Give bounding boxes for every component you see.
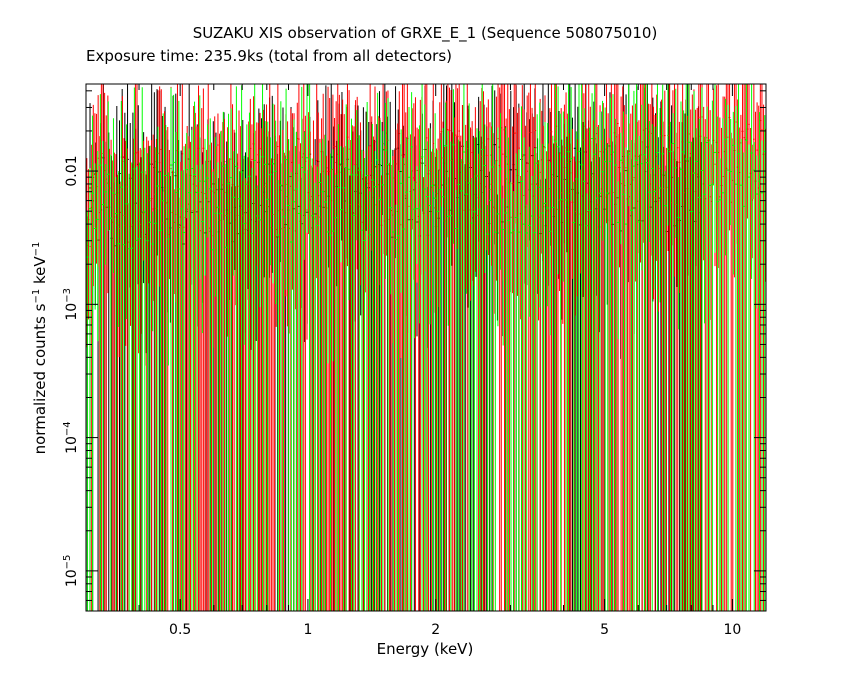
x-tick-label: 1 xyxy=(303,622,312,638)
y-axis-title-mid: keV xyxy=(31,256,49,289)
tick-marks xyxy=(85,84,766,611)
y-tick-label: 0.01 xyxy=(64,155,80,186)
y-tick-labels: 10−5 10−4 10−3 0.01 xyxy=(62,155,80,587)
y-axis-title-exp1: −1 xyxy=(31,289,42,304)
y-axis-title-exp2: −1 xyxy=(31,242,42,257)
chart-subtitle: Exposure time: 235.9ks (total from all d… xyxy=(86,47,452,65)
x-axis-title: Energy (keV) xyxy=(377,640,474,658)
data-series-layer xyxy=(86,84,766,611)
y-tick-label: 10−4 xyxy=(62,421,80,454)
series-2 xyxy=(86,84,766,611)
y-tick-label: 10−5 xyxy=(62,555,80,588)
x-tick-label: 10 xyxy=(723,622,741,638)
chart-title: SUZAKU XIS observation of GRXE_E_1 (Sequ… xyxy=(193,24,658,43)
x-tick-label: 5 xyxy=(600,622,609,638)
plot-frame xyxy=(85,83,767,612)
y-tick-label: 10−3 xyxy=(62,288,80,321)
x-tick-labels: 0.5 1 2 5 10 xyxy=(169,622,741,638)
y-axis-title: normalized counts s−1 keV−1 xyxy=(31,242,49,455)
x-tick-label: 0.5 xyxy=(169,622,191,638)
x-tick-label: 2 xyxy=(431,622,440,638)
y-axis-title-base: normalized counts s xyxy=(31,303,49,454)
